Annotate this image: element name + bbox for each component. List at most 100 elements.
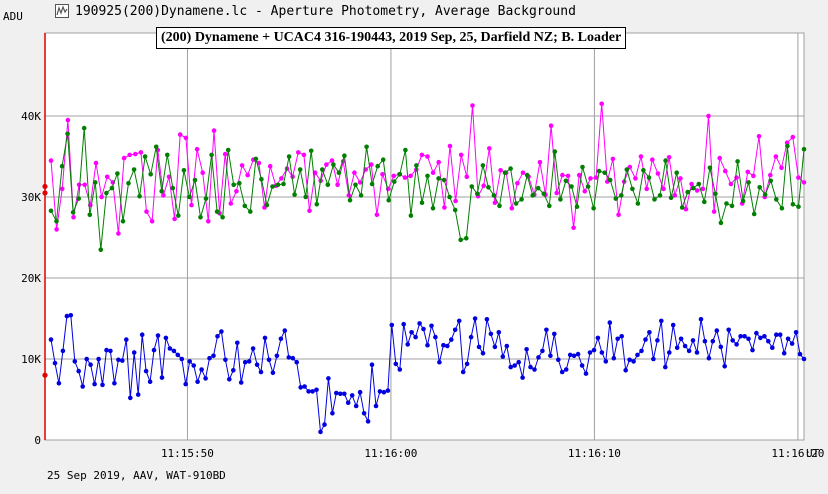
data-point <box>144 209 149 214</box>
data-point <box>149 219 155 224</box>
window-title: 190925(200)Dynamene.lc - Aperture Photom… <box>75 4 576 19</box>
plot-area <box>44 32 805 441</box>
data-point <box>488 331 494 337</box>
start-marker-point <box>42 372 48 378</box>
data-point <box>785 336 791 342</box>
data-point <box>591 206 596 211</box>
data-point <box>554 190 559 196</box>
data-point <box>678 336 684 342</box>
data-point <box>124 337 129 342</box>
data-point <box>377 389 383 394</box>
data-point <box>264 202 270 208</box>
data-point <box>619 193 624 198</box>
y-tick-label: 20K <box>21 272 41 285</box>
data-point <box>397 172 403 177</box>
data-point <box>768 172 773 178</box>
data-point <box>135 392 141 397</box>
data-point <box>361 411 367 416</box>
data-point <box>797 351 803 357</box>
data-point <box>469 184 475 189</box>
data-point <box>746 336 751 342</box>
data-point <box>445 343 450 349</box>
chart-title: (200) Dynamene + UCAC4 316-190443, 2019 … <box>156 27 627 49</box>
data-point <box>520 170 526 175</box>
data-point <box>441 177 447 183</box>
data-point <box>491 193 497 198</box>
data-point <box>544 327 549 333</box>
data-point <box>393 361 399 367</box>
data-point <box>374 212 380 218</box>
data-point <box>713 191 718 197</box>
data-point <box>223 357 228 363</box>
data-point <box>498 168 503 173</box>
data-point <box>225 147 231 153</box>
data-point <box>279 176 284 181</box>
data-point <box>599 101 604 107</box>
data-point <box>70 210 76 215</box>
data-point <box>286 355 292 360</box>
data-point <box>707 165 713 171</box>
data-point <box>109 185 115 191</box>
data-point <box>509 206 515 211</box>
data-point <box>369 362 375 368</box>
data-point <box>696 181 702 187</box>
data-point <box>246 359 252 364</box>
data-point <box>419 200 425 205</box>
data-point <box>464 361 470 367</box>
data-point <box>147 379 153 385</box>
data-point <box>52 360 58 366</box>
data-point <box>389 322 395 328</box>
data-point <box>116 231 121 236</box>
data-point <box>137 193 142 199</box>
data-point <box>167 346 173 351</box>
y-tick-label: 40K <box>21 110 41 123</box>
data-point <box>353 182 358 188</box>
data-point <box>627 357 632 363</box>
data-point <box>667 350 672 355</box>
data-point <box>187 359 192 364</box>
data-point <box>678 176 683 181</box>
data-point <box>779 206 785 211</box>
data-point <box>93 160 99 166</box>
chart-icon[interactable] <box>55 4 69 18</box>
data-point <box>227 377 232 382</box>
data-point <box>655 171 661 176</box>
data-point <box>155 333 161 338</box>
data-point <box>773 154 779 159</box>
data-point <box>104 347 109 353</box>
data-point <box>611 355 617 361</box>
data-point <box>790 134 796 140</box>
data-point <box>472 316 478 321</box>
data-point <box>115 171 120 176</box>
data-point <box>302 384 307 389</box>
data-point <box>177 132 183 137</box>
data-point <box>674 345 680 351</box>
data-point <box>508 166 513 171</box>
data-point <box>726 327 731 333</box>
data-point <box>392 179 397 184</box>
data-point <box>524 172 530 178</box>
data-point <box>789 341 795 346</box>
data-point <box>575 351 581 357</box>
data-point <box>242 359 248 365</box>
data-point <box>571 353 577 359</box>
data-point <box>127 152 132 158</box>
data-point <box>203 196 209 201</box>
data-point <box>644 186 649 192</box>
data-point <box>500 354 506 359</box>
data-point <box>419 152 425 158</box>
data-point <box>607 177 613 183</box>
data-point <box>447 143 453 149</box>
data-point <box>452 327 458 333</box>
data-point <box>219 329 224 334</box>
data-point <box>689 181 694 187</box>
data-point <box>458 152 464 158</box>
data-point <box>183 135 189 141</box>
data-series <box>48 101 807 435</box>
data-point <box>508 364 513 370</box>
data-point <box>548 123 554 128</box>
data-point <box>318 429 323 435</box>
data-point <box>365 419 371 424</box>
data-point <box>143 368 149 374</box>
